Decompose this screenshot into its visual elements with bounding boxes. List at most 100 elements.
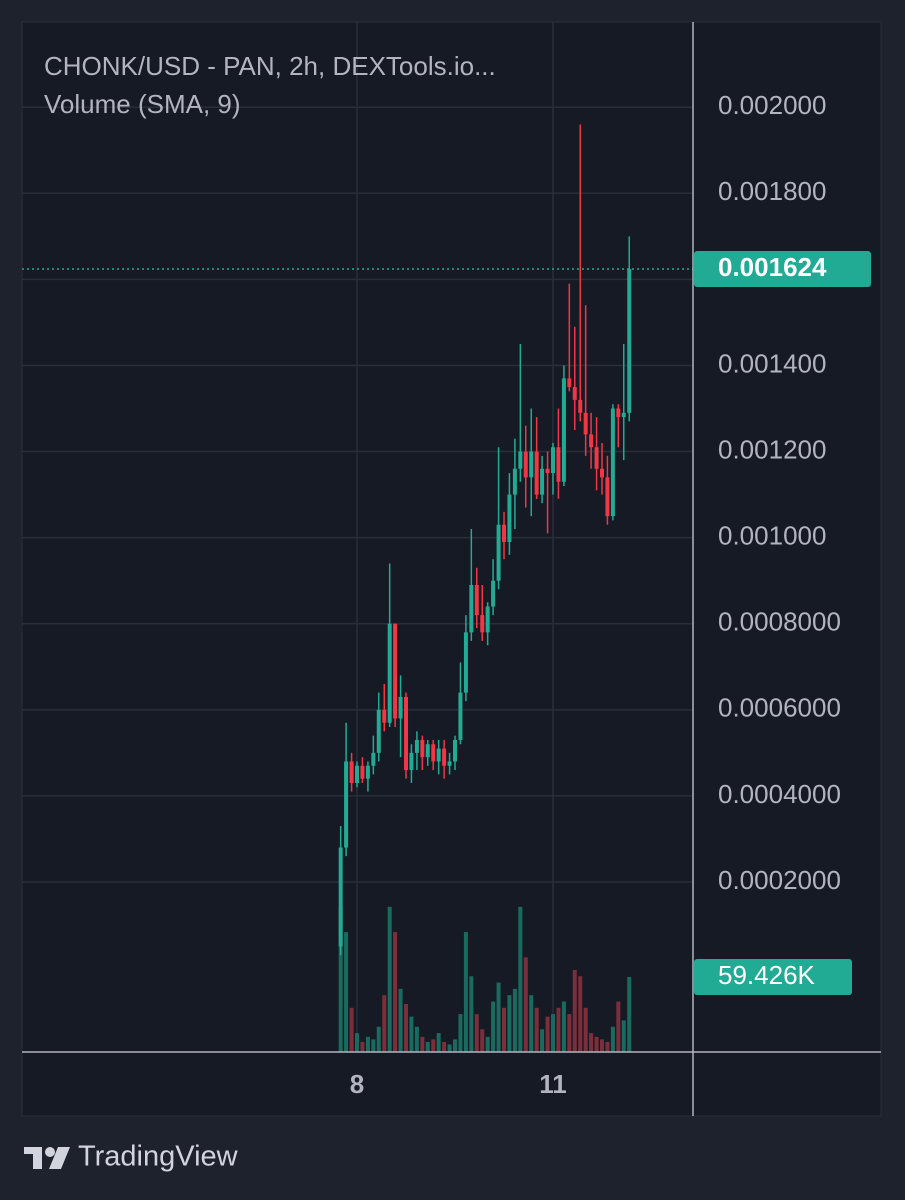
volume-bar	[453, 1039, 458, 1052]
candle-body	[578, 399, 583, 413]
volume-bar	[425, 1041, 430, 1052]
candle-body	[507, 494, 512, 542]
marks	[22, 124, 693, 1052]
volume-bar	[583, 1007, 588, 1052]
candle-body	[349, 761, 354, 783]
candle-body	[599, 468, 604, 478]
candle-body	[469, 584, 474, 633]
candle-body	[382, 709, 387, 723]
volume-bar	[599, 1039, 604, 1052]
candle-body	[556, 447, 561, 482]
volume-bar	[480, 1029, 485, 1052]
candle-body	[344, 761, 349, 848]
candle-body	[431, 744, 436, 762]
brand-name: TradingView	[78, 1141, 239, 1173]
volume-bar	[404, 1004, 409, 1052]
candle-body	[605, 477, 610, 517]
volume-bar	[561, 1001, 566, 1052]
logo-part	[33, 1147, 42, 1169]
candle-body	[610, 408, 615, 517]
volume-bar	[534, 1007, 539, 1052]
volume-bar	[507, 995, 512, 1052]
volume-bar	[349, 1007, 354, 1052]
volume-bar	[545, 1016, 550, 1052]
axis-labels: 0.0002000 0.0004000 0.0006000 0.0008000 0.00…	[350, 90, 871, 1099]
volume-bar	[512, 988, 517, 1052]
candle-body	[534, 451, 539, 495]
candle-body	[447, 761, 452, 766]
volume-bar	[529, 995, 534, 1052]
volume-bar	[344, 932, 349, 1052]
volume-bar	[382, 995, 387, 1052]
candle-body	[463, 632, 468, 693]
grid	[22, 22, 693, 1052]
volume-bar	[496, 982, 501, 1052]
volume-bar	[355, 1033, 360, 1052]
volume-bar	[458, 1014, 463, 1052]
candle-body	[393, 623, 398, 719]
volume-label: 59.426K	[718, 960, 816, 990]
candle-body	[420, 739, 425, 758]
logo-part	[49, 1147, 70, 1169]
logo-part	[45, 1147, 55, 1157]
candle-body	[529, 451, 534, 478]
volume-bar	[420, 1036, 425, 1052]
volume-bar	[616, 1001, 621, 1052]
candle-body	[583, 412, 588, 435]
candle-body	[523, 451, 528, 478]
brand-logo	[24, 1147, 70, 1169]
y-tick-label: 0.001800	[718, 176, 826, 206]
volume-bar	[567, 1014, 572, 1052]
chart-title: CHONK/USD - PAN, 2h, DEXTools.io...	[44, 51, 496, 81]
candle-body	[616, 408, 621, 418]
volume-bar	[594, 1036, 599, 1052]
candle-body	[545, 468, 550, 474]
volume-bar	[431, 1039, 436, 1052]
panel	[21, 21, 882, 1117]
volume-bar	[365, 1036, 370, 1052]
candle-body	[414, 739, 419, 753]
volume-bar	[540, 1029, 545, 1052]
y-tick-label: 0.0004000	[718, 779, 841, 809]
y-tick-label: 0.0002000	[718, 865, 841, 895]
volume-bar	[442, 1041, 447, 1052]
y-tick-label: 0.001000	[718, 521, 826, 551]
y-tick-label: 0.0008000	[718, 607, 841, 637]
volume-bar	[589, 1033, 594, 1052]
candle-body	[409, 752, 414, 771]
volume-bar	[610, 1026, 615, 1052]
candle-body	[474, 584, 479, 616]
volume-bar	[409, 1016, 414, 1052]
candle-body	[480, 615, 485, 633]
y-tick-label: 0.002000	[718, 90, 826, 120]
candle-body	[567, 378, 572, 387]
volume-bar	[621, 1020, 626, 1052]
candle-body	[376, 709, 381, 753]
price-label: 0.001624	[718, 252, 827, 282]
candle-body	[502, 524, 507, 542]
volume-bar	[518, 906, 523, 1052]
volume-bar	[376, 1026, 381, 1052]
volume-bar	[485, 1036, 490, 1052]
x-tick-label: 8	[350, 1069, 364, 1099]
y-tick-label: 0.0006000	[718, 693, 841, 723]
candle-body	[404, 696, 409, 771]
volume-bar	[360, 1041, 365, 1052]
candle-body	[485, 606, 490, 633]
candle-body	[442, 748, 447, 766]
volume-bar	[572, 969, 577, 1052]
volume-bar	[550, 1014, 555, 1052]
volume-bar	[398, 988, 403, 1052]
volume-bar	[578, 976, 583, 1052]
price-label-box	[694, 251, 871, 288]
volume-bar	[627, 976, 632, 1052]
candle-body	[561, 378, 566, 482]
volume-bar	[414, 1026, 419, 1052]
candle-body	[360, 765, 365, 779]
volume-bar	[491, 1001, 496, 1052]
candle-body	[496, 524, 501, 581]
candle-body	[338, 847, 343, 947]
candle-body	[458, 692, 463, 740]
